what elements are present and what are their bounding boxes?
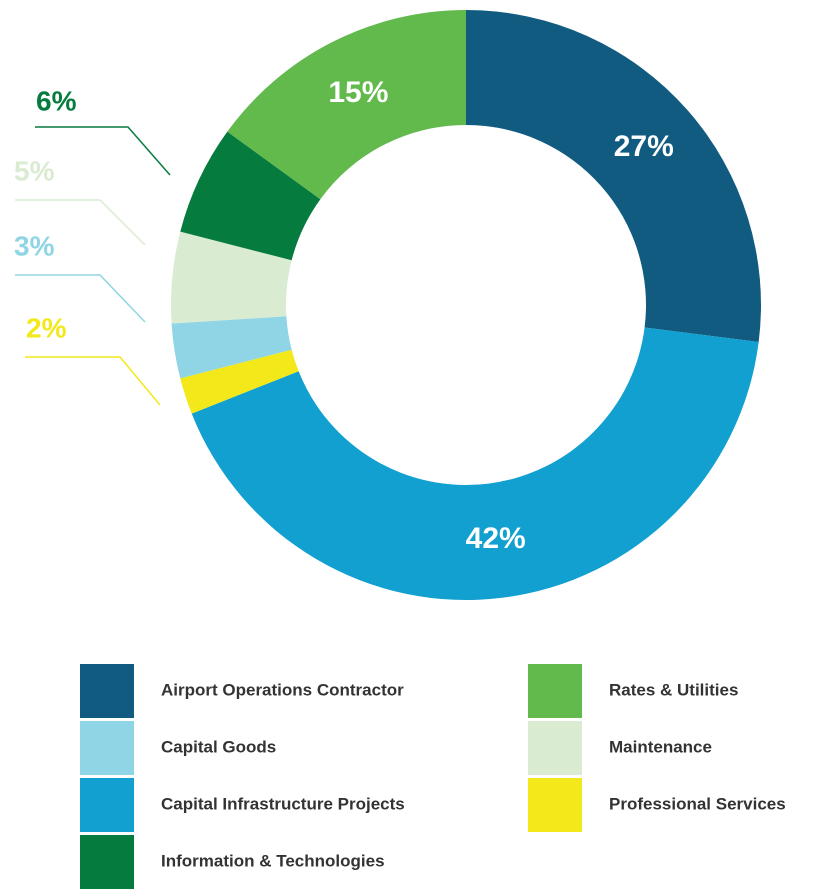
leader-line (35, 126, 171, 176)
leader-line (15, 199, 146, 246)
legend-swatch (528, 721, 582, 775)
leader-line (25, 356, 161, 406)
data-label: 3% (14, 230, 55, 261)
legend-label: Maintenance (609, 737, 712, 756)
data-label: 15% (328, 76, 388, 109)
donut-slice (191, 327, 759, 601)
data-label: 6% (36, 85, 77, 116)
data-label: 2% (26, 312, 67, 343)
legend-swatch (80, 778, 134, 832)
legend-label: Airport Operations Contractor (161, 680, 404, 699)
legend-label: Rates & Utilities (609, 680, 738, 699)
donut-slice (171, 231, 292, 324)
data-label: 5% (14, 155, 55, 186)
data-label: 42% (466, 522, 526, 555)
donut-slice (180, 349, 299, 414)
donut-slice (180, 131, 321, 261)
legend-label: Capital Goods (161, 737, 276, 756)
data-label: 27% (614, 130, 674, 163)
donut-slice (171, 316, 292, 379)
legend-label: Information & Technologies (161, 851, 385, 870)
legend-swatch (528, 778, 582, 832)
leader-line (15, 274, 146, 323)
legend-swatch (528, 664, 582, 718)
legend-swatch (80, 721, 134, 775)
donut-slice (227, 10, 466, 200)
legend-swatch (80, 835, 134, 889)
legend-label: Capital Infrastructure Projects (161, 794, 405, 813)
legend-swatch (80, 664, 134, 718)
donut-slice (466, 10, 761, 342)
legend-label: Professional Services (609, 794, 786, 813)
